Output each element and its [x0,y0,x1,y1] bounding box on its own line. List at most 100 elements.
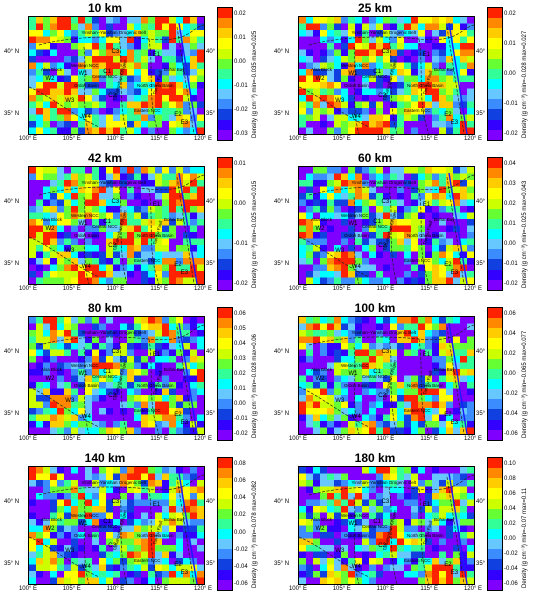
density-cell [334,101,342,109]
density-cell [57,421,65,428]
density-cell [57,69,65,76]
density-cell [439,525,447,533]
density-cell [369,395,377,402]
density-cell [432,180,440,187]
density-cell [362,480,370,487]
density-cell [71,121,79,128]
density-cell [299,525,307,533]
density-cell [134,43,142,50]
density-cell [425,317,433,324]
density-cell [397,206,405,213]
density-cell [141,362,149,370]
density-cell [113,395,121,402]
density-cell [439,114,447,122]
density-cell [92,225,100,233]
colorbar-tick: -0.06 [504,431,518,437]
colorbar-segment [218,89,232,100]
density-cell [467,69,474,76]
density-cell [439,49,447,57]
density-cell [453,23,461,31]
density-cell [64,30,72,37]
lon-label: 115° E [420,136,439,142]
density-cell [453,101,461,109]
density-cell [176,69,184,76]
density-cell [197,30,204,37]
density-cell [57,167,65,174]
density-cell [85,408,93,415]
density-cell [57,245,65,252]
density-cell [141,251,149,259]
density-cell [197,577,204,584]
density-cell [390,408,398,415]
density-cell [404,258,412,265]
zone-label: E3 [180,569,189,576]
density-cell [106,375,114,383]
density-cell [99,49,107,57]
density-cell [467,271,474,278]
density-cell [57,75,65,83]
density-cell [418,264,426,272]
density-cell [78,277,86,284]
density-cell [36,43,44,50]
density-cell [29,271,37,278]
density-cell [362,343,370,350]
density-cell [299,127,307,134]
density-cell [327,499,335,507]
density-cell [397,480,405,487]
density-cell [134,519,142,526]
lat-label-left: 40° N [274,199,290,205]
density-cell [29,251,37,259]
colorbar-tick: 0.01 [504,41,516,47]
density-cell [418,167,426,174]
density-cell [411,414,419,422]
density-cell [306,219,314,226]
density-cell [78,493,86,500]
density-cell [341,264,349,272]
density-cell [162,375,170,383]
density-cell [183,56,191,63]
density-cell [29,245,37,252]
density-cell [376,30,384,37]
density-cell [197,69,204,76]
density-cell [453,264,461,272]
density-cell [57,264,65,272]
density-cell [169,114,177,122]
density-cell [432,238,440,246]
density-cell [348,23,356,31]
density-cell [169,251,177,259]
density-cell [155,545,163,552]
tectonic-boundary [29,86,100,128]
density-cell [411,36,419,44]
density-cell [320,17,328,24]
density-cell [341,30,349,37]
density-cell [169,225,177,233]
density-cell [355,375,363,383]
density-cell [460,421,468,428]
density-cell [57,395,65,402]
density-cell [439,506,447,513]
density-cell [43,414,51,422]
density-cell [127,245,135,252]
density-cell [439,69,447,76]
density-cell [127,43,135,50]
density-cell [376,180,384,187]
lat-label-right: 35° N [206,261,222,267]
density-cell [334,36,342,44]
density-cell [355,467,363,474]
zone-label: C2 [108,242,116,249]
density-cell [355,56,363,63]
density-cell [85,551,93,559]
density-cell [190,30,198,37]
density-cell [362,62,370,70]
density-cell [348,330,356,337]
density-cell [327,375,335,383]
density-cell [306,545,314,552]
density-cell [148,408,156,415]
density-cell [113,499,121,507]
density-cell [348,193,356,200]
density-cell [92,356,100,363]
density-cell [92,212,100,220]
density-cell [57,382,65,389]
density-cell [446,180,454,187]
density-cell [134,167,142,174]
